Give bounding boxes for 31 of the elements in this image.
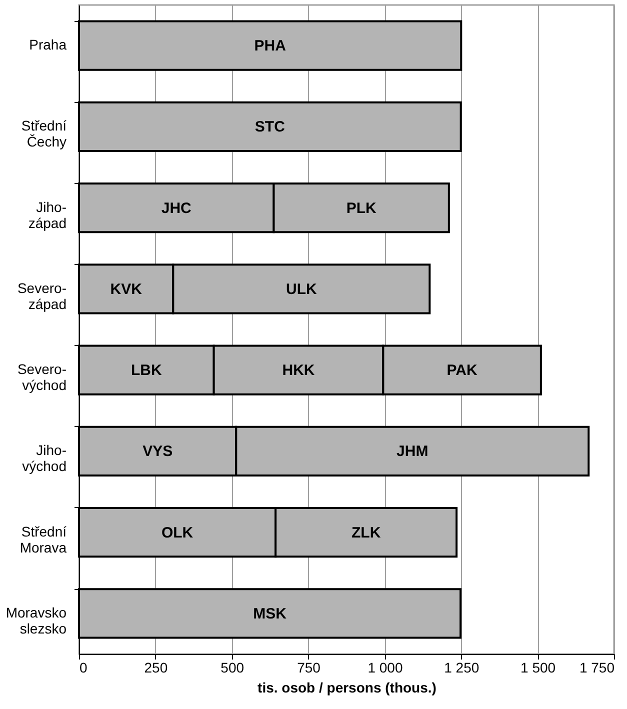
data-label: LBK: [130, 362, 162, 380]
x-tick-label: 1 500: [520, 660, 556, 676]
data-label: HKK: [282, 362, 315, 380]
data-label: STC: [254, 118, 286, 136]
data-label: ZLK: [351, 524, 381, 542]
data-label: JHM: [396, 443, 428, 460]
x-tick-label: 0: [80, 660, 88, 676]
data-label: VYS: [142, 443, 173, 460]
y-tick-label: Střední Morava: [20, 523, 67, 556]
data-label: MSK: [253, 605, 287, 622]
data-label: PLK: [346, 200, 376, 217]
data-label: KVK: [110, 280, 142, 298]
data-label: PHA: [254, 38, 286, 55]
x-tick-label: 1 000: [368, 660, 403, 676]
x-tick-label: 500: [220, 660, 244, 676]
y-tick-label: Jiho- západ: [28, 198, 67, 231]
x-tick-label: 750: [297, 660, 321, 676]
y-tick-label: Praha: [29, 36, 67, 53]
y-tick-label: Moravsko slezsko: [6, 604, 67, 636]
data-label: PAK: [446, 362, 478, 380]
y-tick-label: Severo- východ: [17, 361, 67, 394]
y-tick-label: Jiho- východ: [22, 442, 67, 474]
x-tick-label: 1 250: [444, 660, 480, 676]
data-label: JHC: [161, 200, 192, 217]
x-tick-label: 1 750: [579, 660, 615, 676]
y-tick-label: Střední Čechy: [21, 118, 67, 150]
y-tick-label: Severo- západ: [17, 280, 67, 312]
data-label: OLK: [161, 524, 194, 542]
data-label: ULK: [286, 280, 317, 298]
x-axis-title: tis. osob / persons (thous.): [258, 680, 436, 696]
x-tick-label: 250: [144, 660, 168, 676]
